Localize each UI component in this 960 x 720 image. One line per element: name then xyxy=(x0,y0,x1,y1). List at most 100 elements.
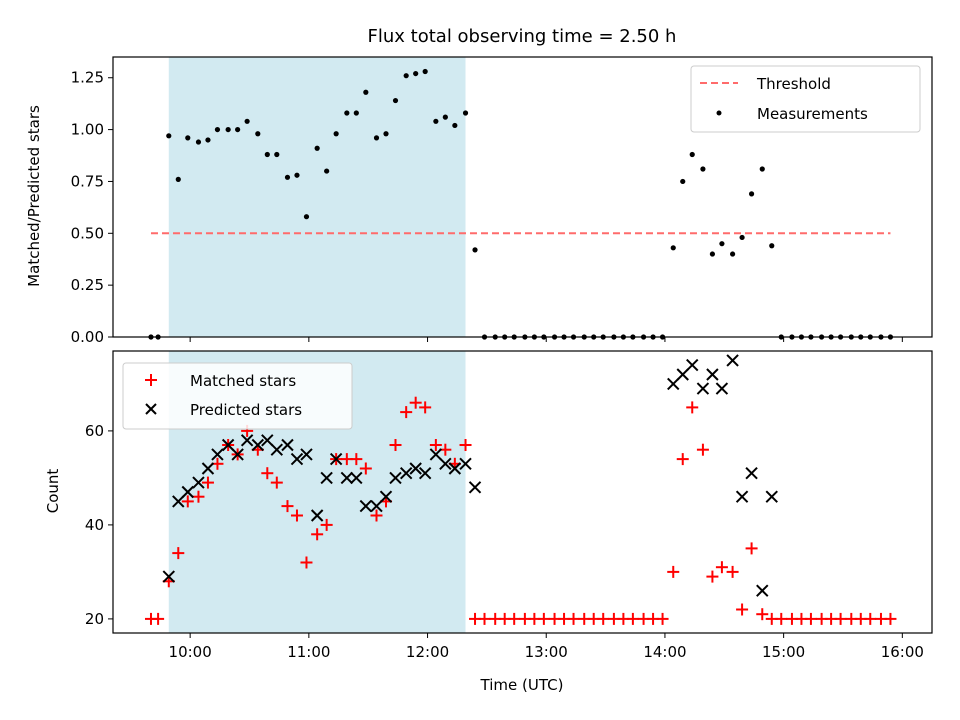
predicted-star-point xyxy=(162,570,175,583)
predicted-star-point xyxy=(439,457,452,471)
predicted-star-point xyxy=(300,448,313,461)
ratio-y-ticks: 0.00 0.25 0.50 0.75 1.00 1.25 xyxy=(71,69,113,346)
predicted-star-point xyxy=(409,462,422,475)
measurement-point xyxy=(324,168,330,174)
predicted-star-point xyxy=(667,377,680,391)
measurement-point xyxy=(274,151,280,158)
predicted-star-point xyxy=(756,584,769,597)
matched-star-point xyxy=(656,612,669,625)
predicted-star-point xyxy=(706,368,719,381)
y-tick-label: 20 xyxy=(85,610,104,628)
matched-star-point xyxy=(192,490,205,503)
measurement-point xyxy=(719,241,725,247)
measurement-point xyxy=(205,137,211,143)
predicted-star-point xyxy=(290,452,304,466)
predicted-star-point xyxy=(181,485,194,499)
predicted-star-point xyxy=(745,466,758,480)
predicted-star-point xyxy=(459,457,472,471)
legend-matched-marker xyxy=(145,374,157,386)
count-marks xyxy=(144,354,897,625)
matched-star-point xyxy=(359,462,372,475)
matched-star-point xyxy=(429,439,442,451)
predicted-star-point xyxy=(221,438,235,452)
predicted-star-point xyxy=(735,490,749,503)
count-panel: 20 40 60 10:00 11:00 12:00 13:00 14:00 15:00 16:… xyxy=(44,350,933,694)
ratio-legend-box xyxy=(690,65,921,133)
count-legend: Matched stars Predicted stars xyxy=(122,362,353,430)
matched-star-point xyxy=(597,612,610,625)
matched-star-point xyxy=(676,453,689,466)
measurement-point xyxy=(214,126,221,133)
measurement-point xyxy=(363,89,369,95)
x-tick-label: 14:00 xyxy=(643,643,686,661)
predicted-star-point xyxy=(320,471,333,485)
predicted-star-point xyxy=(251,438,265,452)
matched-star-point xyxy=(152,612,165,625)
measurement-point xyxy=(433,118,439,124)
predicted-star-point xyxy=(211,448,224,461)
legend-threshold-label: Threshold xyxy=(756,75,831,93)
predicted-star-point xyxy=(261,434,274,447)
predicted-star-point xyxy=(240,434,254,447)
measurement-point xyxy=(729,251,736,257)
x-axis-label: Time (UTC) xyxy=(480,676,564,694)
ratio-y-axis-label: Matched/Predicted stars xyxy=(25,105,43,287)
count-plot-frame xyxy=(112,350,933,634)
y-tick-label: 40 xyxy=(85,516,104,534)
matched-star-point xyxy=(320,518,333,531)
predicted-star-point xyxy=(468,481,482,494)
matched-star-point xyxy=(626,612,639,625)
measurement-point xyxy=(166,133,172,139)
predicted-star-point xyxy=(399,466,413,480)
matched-star-point xyxy=(537,612,550,625)
measurement-point xyxy=(442,114,448,120)
count-y-axis-label: Count xyxy=(44,469,62,514)
y-tick-label: 0.50 xyxy=(71,224,104,242)
measurement-point xyxy=(748,191,755,197)
matched-star-point xyxy=(370,509,383,522)
predicted-star-point xyxy=(310,509,324,522)
matched-star-point xyxy=(736,603,749,616)
predicted-star-point xyxy=(715,382,729,395)
measurement-point xyxy=(225,126,231,133)
matched-star-point xyxy=(300,556,313,569)
measurement-point xyxy=(670,245,676,251)
matched-star-point xyxy=(350,453,363,466)
measurement-point xyxy=(462,110,469,116)
matched-star-point xyxy=(201,476,214,489)
measurement-point xyxy=(700,166,706,172)
measurement-point xyxy=(333,131,339,137)
measurement-point xyxy=(680,178,686,185)
x-tick-label: 16:00 xyxy=(881,643,924,661)
ratio-x-ticks xyxy=(189,337,903,342)
matched-star-point xyxy=(409,396,422,409)
predicted-star-point xyxy=(231,448,244,461)
legend-matched-label: Matched stars xyxy=(190,372,296,390)
matched-star-point xyxy=(756,608,769,621)
measurement-point xyxy=(195,139,202,145)
count-legend-box xyxy=(122,362,353,430)
predicted-star-point xyxy=(340,471,354,485)
measurement-point xyxy=(344,110,350,116)
matched-star-point xyxy=(261,467,274,480)
measurement-point xyxy=(314,145,320,151)
y-tick-label: 1.25 xyxy=(71,69,104,87)
predicted-star-point xyxy=(370,499,383,513)
matched-star-point xyxy=(567,612,580,625)
matched-star-point xyxy=(745,542,758,555)
measurement-point xyxy=(413,70,419,77)
predicted-star-point xyxy=(765,490,778,503)
predicted-star-point xyxy=(448,462,462,475)
predicted-star-point xyxy=(676,368,689,381)
measurement-point xyxy=(235,126,241,133)
predicted-star-point xyxy=(172,495,185,508)
predicted-star-point xyxy=(379,490,393,503)
matched-star-point xyxy=(281,500,294,513)
measurement-point xyxy=(373,135,380,141)
matched-star-point xyxy=(804,612,817,625)
y-tick-label: 1.00 xyxy=(71,121,104,139)
measurement-point xyxy=(255,131,261,137)
predicted-star-point xyxy=(696,382,710,395)
legend-predicted-marker xyxy=(145,403,157,415)
